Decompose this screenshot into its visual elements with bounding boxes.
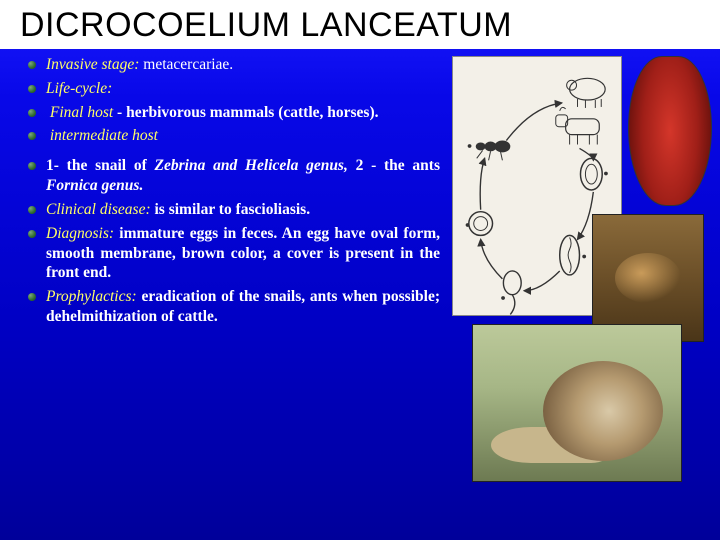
text-hosts-2: 2 - the ants [348, 157, 440, 174]
text-clinical: is similar to fascioliasis. [151, 201, 310, 218]
bullet-lifecycle: Life-cycle: [28, 79, 440, 99]
label-diagnosis: Diagnosis: [46, 225, 114, 242]
label-clinical: Clinical disease: [46, 201, 151, 218]
bullet-hosts-detail: 1- the snail of Zebrina and Helicela gen… [28, 156, 440, 196]
snail-image [472, 324, 682, 482]
svg-text:●: ● [465, 220, 470, 230]
text-invasive: metacercariae. [139, 56, 233, 73]
svg-text:●: ● [467, 140, 472, 150]
bullet-inthost: intermediate host [28, 126, 440, 146]
bullet-list: Invasive stage: metacercariae. Life-cycl… [28, 55, 440, 327]
text-hosts-1: 1- the snail of [46, 157, 155, 174]
bullet-diagnosis: Diagnosis: immature eggs in feces. An eg… [28, 224, 440, 283]
label-finalhost: Final host [50, 104, 113, 121]
bullet-prophyl: Prophylactics: eradication of the snails… [28, 287, 440, 327]
label-prophyl: Prophylactics: [46, 288, 137, 305]
specimen-image [628, 56, 712, 206]
bullet-finalhost: Final host - herbivorous mammals (cattle… [28, 103, 440, 123]
label-inthost: intermediate host [50, 127, 158, 144]
text-finalhost: - herbivorous mammals (cattle, horses). [113, 104, 378, 121]
svg-text:●: ● [581, 251, 586, 261]
ital-hosts-2: Fornica genus. [46, 177, 143, 194]
image-cluster: ● ● ● ● ● [452, 56, 712, 526]
ital-hosts-1: Zebrina and Helicela genus, [155, 157, 348, 174]
bullet-clinical: Clinical disease: is similar to fascioli… [28, 200, 440, 220]
ant-image [592, 214, 704, 342]
bullet-invasive: Invasive stage: metacercariae. [28, 55, 440, 75]
svg-text:●: ● [603, 168, 608, 178]
svg-text:●: ● [500, 293, 505, 303]
slide-title: DICROCOELIUM LANCEATUM [0, 0, 720, 49]
label-lifecycle: Life-cycle: [46, 80, 112, 97]
label-invasive: Invasive stage: [46, 56, 139, 73]
snail-shell-shape [543, 361, 663, 461]
